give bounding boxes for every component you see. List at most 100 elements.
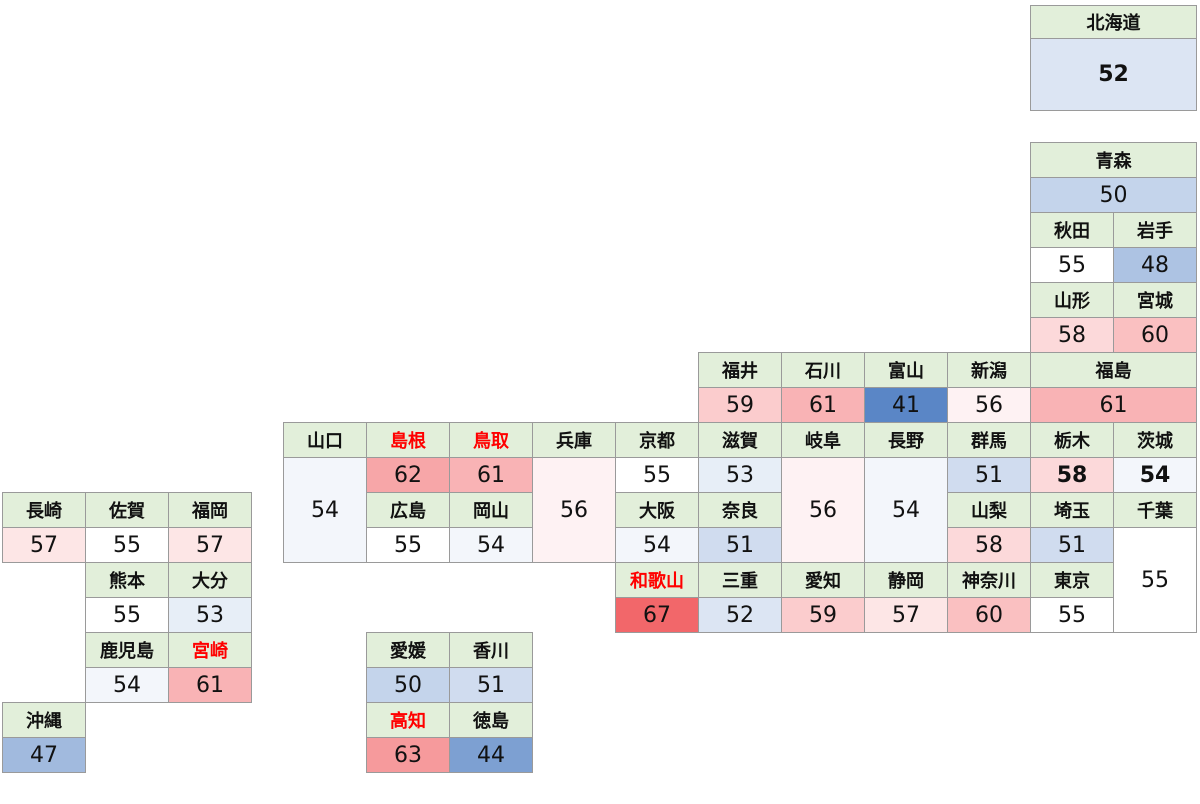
value-label: 55: [113, 532, 141, 558]
prefecture-name: 埼玉: [1054, 501, 1090, 522]
value-label: 54: [113, 672, 141, 698]
prefecture-name-cell: 福島: [1030, 352, 1197, 388]
value-cell: 53: [698, 457, 782, 493]
value-label: 60: [975, 602, 1003, 628]
value-cell: 59: [781, 597, 865, 633]
value-label: 55: [113, 602, 141, 628]
value-cell: 62: [366, 457, 450, 493]
value-cell: 47: [2, 737, 86, 773]
value-cell: 51: [947, 457, 1031, 493]
value-label: 58: [1056, 462, 1088, 488]
prefecture-name-cell: 宮崎: [168, 632, 252, 668]
prefecture-name: 神奈川: [962, 571, 1016, 592]
value-cell: 55: [85, 597, 169, 633]
value-label: 54: [892, 497, 920, 523]
value-label: 56: [560, 497, 588, 523]
prefecture-name-cell: 熊本: [85, 562, 169, 598]
value-label: 58: [975, 532, 1003, 558]
prefecture-name: 愛媛: [390, 641, 426, 662]
prefecture-name: 高知: [390, 711, 426, 732]
prefecture-name-cell: 北海道: [1030, 5, 1197, 39]
prefecture-name-cell: 岩手: [1113, 212, 1197, 248]
prefecture-name: 宮崎: [192, 641, 228, 662]
value-label: 55: [394, 532, 422, 558]
prefecture-name: 福井: [722, 361, 758, 382]
prefecture-name: 香川: [473, 641, 509, 662]
value-label: 56: [809, 497, 837, 523]
value-cell: 51: [449, 667, 533, 703]
value-label: 53: [196, 602, 224, 628]
value-label: 55: [1058, 602, 1086, 628]
value-label: 44: [477, 742, 505, 768]
value-cell: 59: [698, 387, 782, 423]
value-cell: 50: [366, 667, 450, 703]
prefecture-name-cell: 石川: [781, 352, 865, 388]
value-cell: 44: [449, 737, 533, 773]
value-cell: 57: [2, 527, 86, 563]
value-label: 55: [643, 462, 671, 488]
value-label: 61: [1099, 392, 1128, 418]
value-label: 50: [394, 672, 422, 698]
value-cell: 54: [1113, 457, 1197, 493]
value-label: 51: [726, 532, 754, 558]
prefecture-name: 岡山: [473, 501, 509, 522]
value-cell: 60: [1113, 317, 1197, 353]
prefecture-name-cell: 佐賀: [85, 492, 169, 528]
value-label: 59: [809, 602, 837, 628]
prefecture-name-cell: 福岡: [168, 492, 252, 528]
prefecture-name: 宮城: [1137, 291, 1173, 312]
value-cell: 61: [781, 387, 865, 423]
prefecture-name-cell: 京都: [615, 422, 699, 458]
value-cell: 58: [1030, 457, 1114, 493]
prefecture-name: 新潟: [971, 361, 1007, 382]
prefecture-name: 茨城: [1137, 431, 1173, 452]
prefecture-name: 長野: [888, 431, 924, 452]
value-cell: 52: [1030, 38, 1197, 111]
value-cell: 48: [1113, 247, 1197, 283]
prefecture-name-cell: 長野: [864, 422, 948, 458]
value-label: 67: [643, 602, 671, 628]
prefecture-name: 大分: [192, 571, 228, 592]
value-cell: 61: [1030, 387, 1197, 423]
prefecture-name-cell: 岡山: [449, 492, 533, 528]
value-cell: 55: [366, 527, 450, 563]
prefecture-name-cell: 滋賀: [698, 422, 782, 458]
value-cell: 54: [615, 527, 699, 563]
prefecture-name: 兵庫: [556, 431, 592, 452]
value-cell: 58: [947, 527, 1031, 563]
prefecture-name: 石川: [805, 361, 841, 382]
prefecture-name: 山形: [1054, 291, 1090, 312]
value-label: 60: [1141, 322, 1169, 348]
prefecture-name: 岩手: [1137, 221, 1173, 242]
value-cell: 55: [1113, 527, 1197, 633]
prefecture-name-cell: 山口: [283, 422, 367, 458]
prefecture-name-cell: 長崎: [2, 492, 86, 528]
value-cell: 54: [449, 527, 533, 563]
value-cell: 55: [615, 457, 699, 493]
value-cell: 58: [1030, 317, 1114, 353]
prefecture-name-cell: 秋田: [1030, 212, 1114, 248]
prefecture-name: 鳥取: [473, 431, 509, 452]
value-label: 47: [30, 742, 58, 768]
prefecture-name-cell: 福井: [698, 352, 782, 388]
value-cell: 54: [864, 457, 948, 563]
value-label: 57: [196, 532, 224, 558]
prefecture-name: 群馬: [971, 431, 1007, 452]
prefecture-name: 東京: [1054, 571, 1090, 592]
prefecture-name-cell: 静岡: [864, 562, 948, 598]
value-label: 53: [726, 462, 754, 488]
value-label: 58: [1058, 322, 1086, 348]
value-cell: 60: [947, 597, 1031, 633]
prefecture-name: 栃木: [1054, 431, 1090, 452]
value-label: 55: [1141, 567, 1169, 593]
value-cell: 63: [366, 737, 450, 773]
value-cell: 50: [1030, 177, 1197, 213]
prefecture-name-cell: 兵庫: [532, 422, 616, 458]
value-label: 61: [809, 392, 837, 418]
prefecture-name: 岐阜: [805, 431, 841, 452]
prefecture-name-cell: 宮城: [1113, 282, 1197, 318]
prefecture-name-cell: 大阪: [615, 492, 699, 528]
value-cell: 56: [781, 457, 865, 563]
value-label: 51: [1058, 532, 1086, 558]
prefecture-name: 青森: [1095, 151, 1132, 172]
